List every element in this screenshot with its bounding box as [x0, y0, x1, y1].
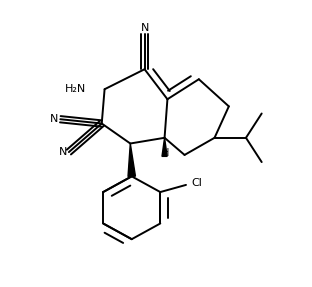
Text: H: H: [162, 148, 170, 158]
Text: N: N: [140, 24, 149, 33]
Text: H₂N: H₂N: [65, 84, 86, 94]
Text: N: N: [50, 114, 58, 124]
Polygon shape: [162, 138, 167, 156]
Text: N: N: [58, 147, 67, 157]
Polygon shape: [128, 144, 135, 177]
Text: Cl: Cl: [191, 178, 202, 188]
